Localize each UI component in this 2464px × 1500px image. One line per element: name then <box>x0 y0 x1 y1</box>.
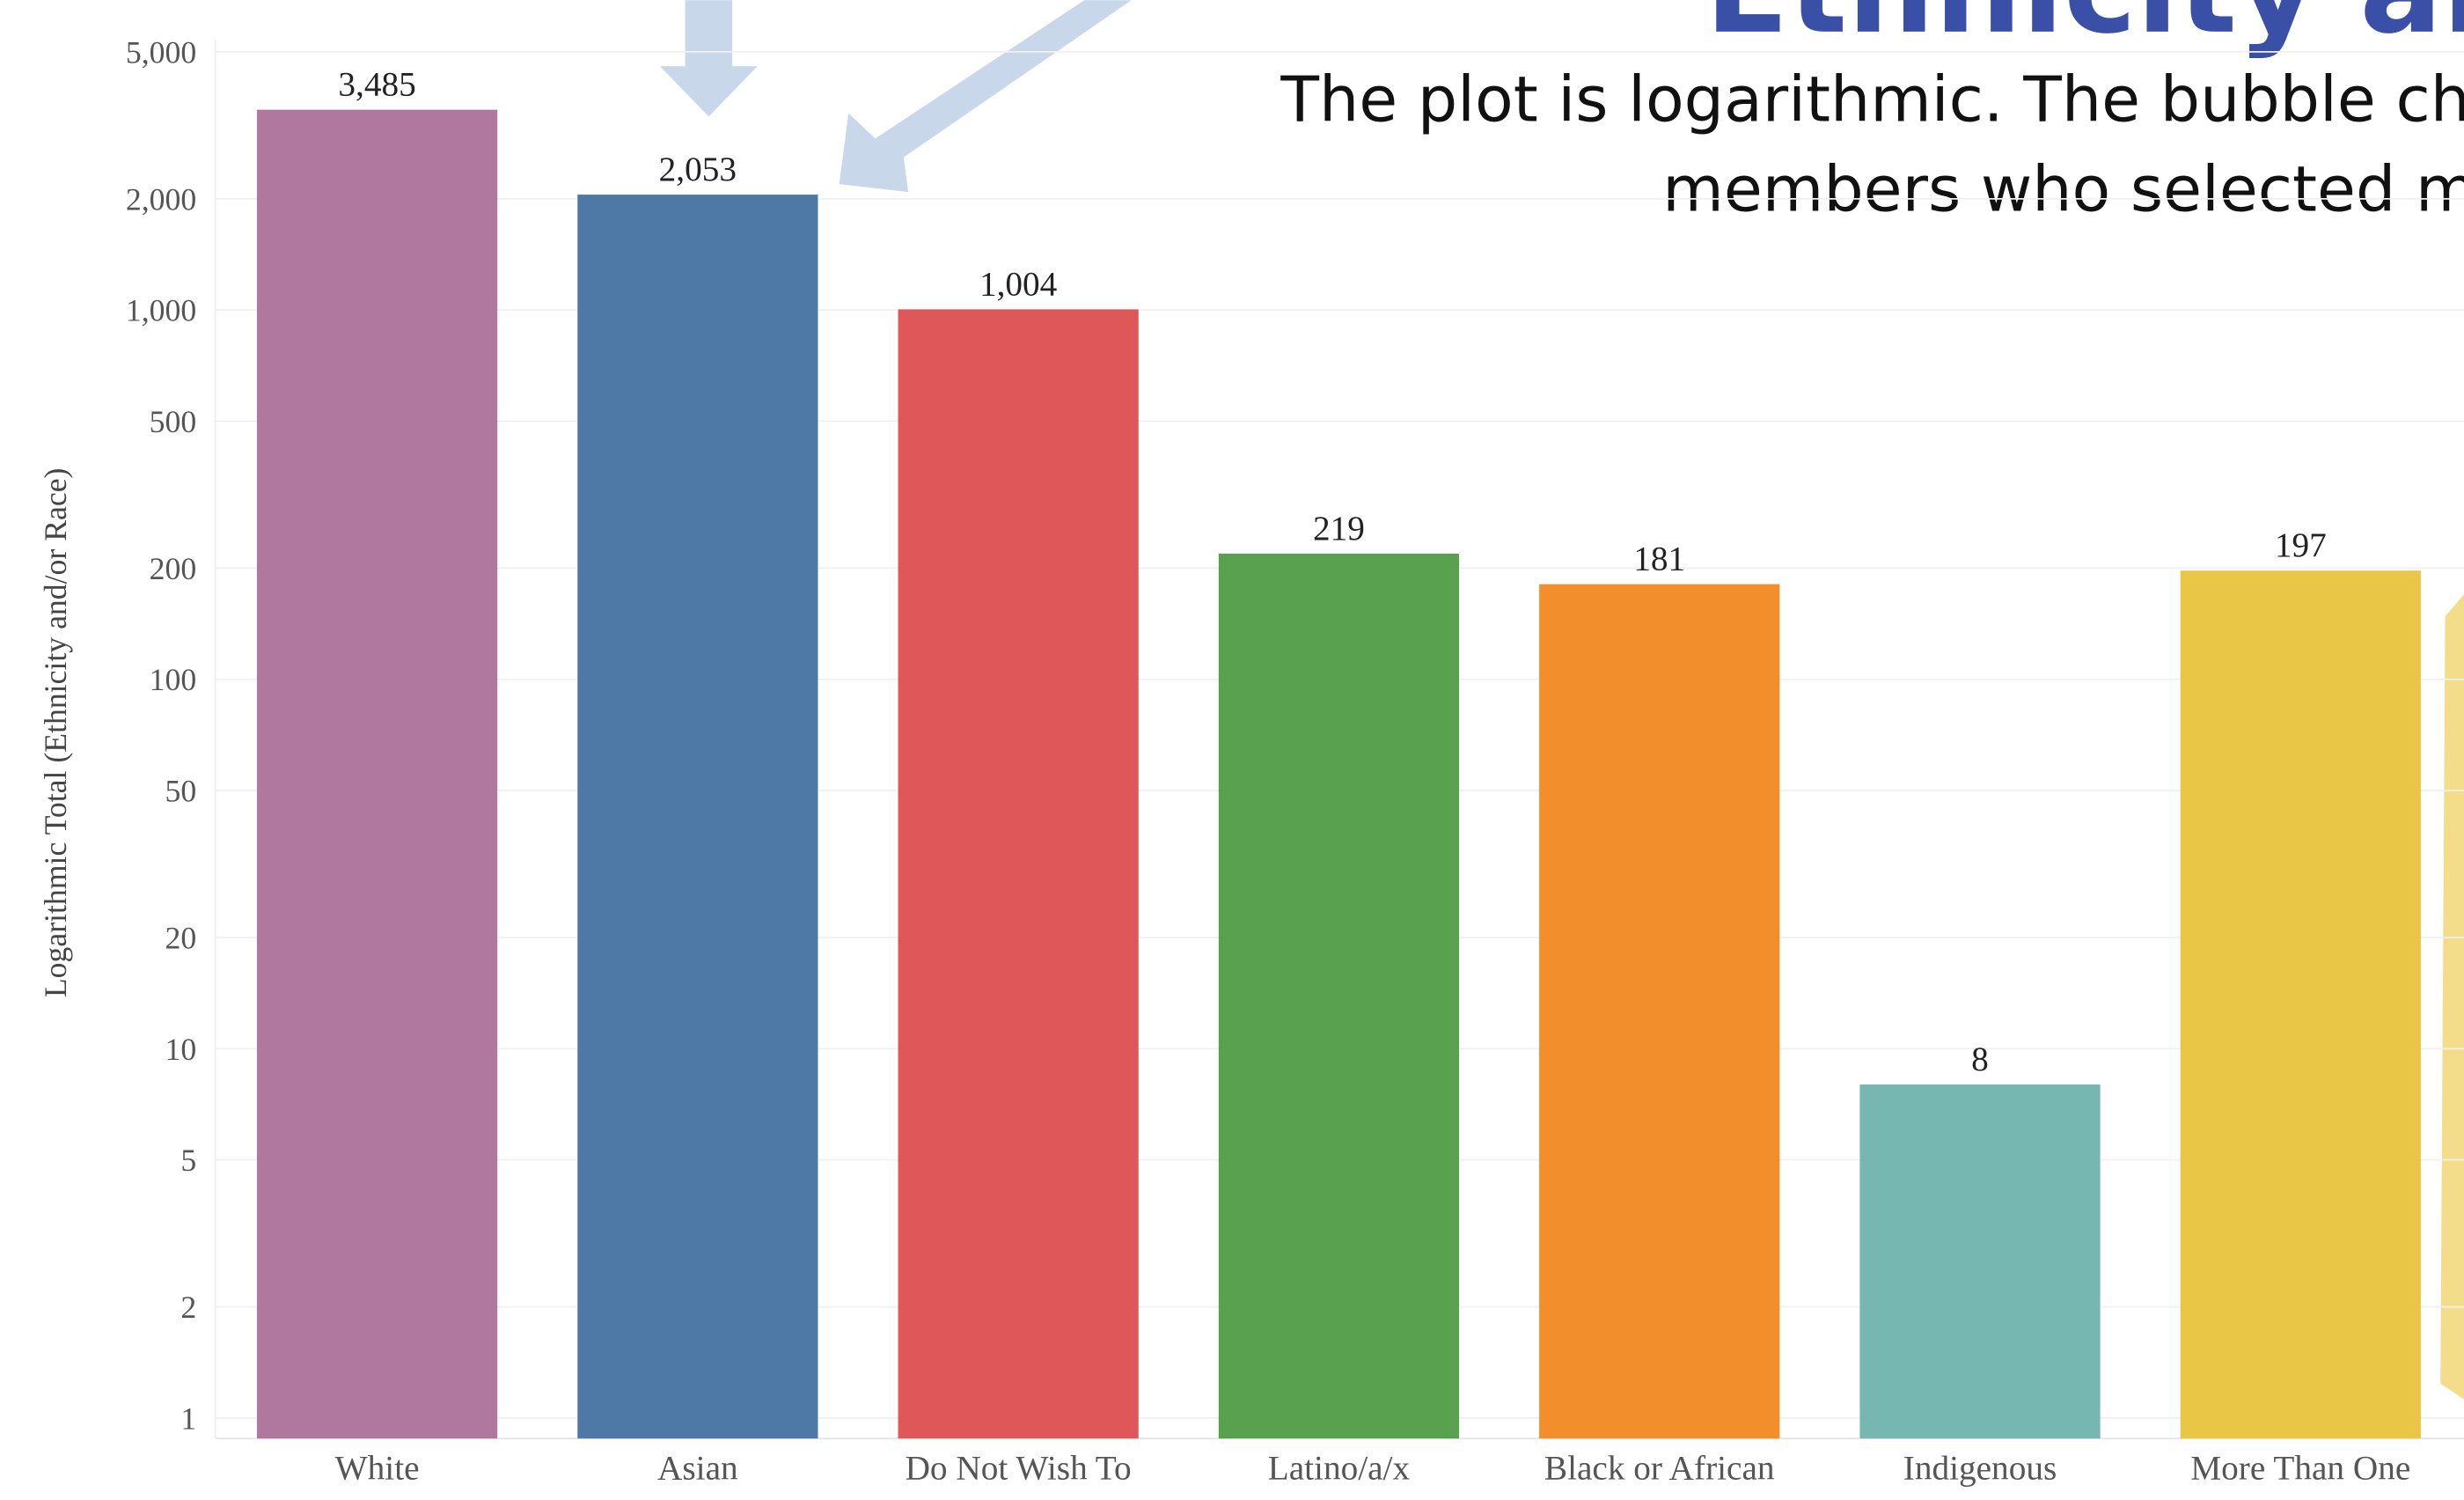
y-tick-label: 2,000 <box>126 181 196 217</box>
x-tick-label: Do Not Wish To <box>906 1450 1132 1488</box>
bar <box>2180 570 2421 1439</box>
value-label: 8 <box>1971 1040 1989 1078</box>
x-tick-label: More Than One <box>2190 1450 2410 1488</box>
y-tick-label: 5 <box>180 1143 196 1178</box>
y-tick-label: 1 <box>180 1401 196 1436</box>
y-axis-label: Logarithmic Total (Ethnicity and/or Race… <box>38 468 73 998</box>
annotation: The plot is logarithmic. The bubble char <box>1280 63 2464 136</box>
bar <box>898 309 1139 1439</box>
value-label: 3,485 <box>338 66 415 104</box>
x-tick-label: Indigenous <box>1903 1450 2057 1488</box>
bar <box>1218 553 1460 1439</box>
y-tick-label: 50 <box>165 774 197 809</box>
value-label: 197 <box>2275 526 2327 564</box>
bar <box>1859 1084 2101 1439</box>
x-tick-label: White <box>335 1450 420 1488</box>
y-tick-label: 1,000 <box>126 293 196 328</box>
side-shape <box>2440 594 2464 1400</box>
y-tick-label: 2 <box>180 1290 196 1325</box>
value-label: 1,004 <box>979 265 1058 303</box>
x-tick-label: Black or African <box>1544 1450 1775 1488</box>
value-label: 219 <box>1313 510 1365 548</box>
down-arrow <box>660 0 758 117</box>
value-label: 181 <box>1633 540 1685 578</box>
annotation: members who selected mo <box>1662 152 2464 225</box>
y-tick-label: 20 <box>165 920 197 955</box>
slide-title: Ethnicity and <box>1705 0 2464 61</box>
x-tick-label: Asian <box>657 1450 738 1488</box>
y-tick-label: 500 <box>150 404 197 439</box>
y-tick-label: 100 <box>150 662 197 697</box>
bar <box>577 195 818 1439</box>
value-label: 2,053 <box>659 151 737 188</box>
bar <box>256 109 498 1439</box>
bar <box>1539 584 1780 1439</box>
y-tick-label: 10 <box>165 1032 197 1067</box>
diagonal-arrow <box>839 0 1132 193</box>
x-tick-label: Latino/a/x <box>1268 1450 1411 1488</box>
y-tick-label: 5,000 <box>126 34 196 70</box>
y-tick-label: 200 <box>150 551 197 586</box>
